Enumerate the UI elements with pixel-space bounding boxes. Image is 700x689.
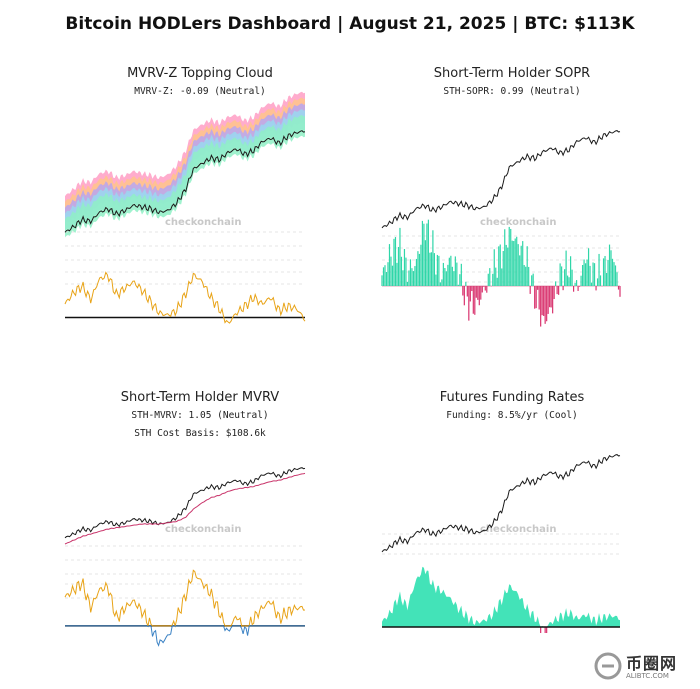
sth-cost-basis-line	[64, 472, 306, 545]
dashboard-title: Bitcoin HODLers Dashboard | August 21, 2…	[65, 14, 635, 34]
topping-cloud-band	[65, 97, 305, 218]
chart-title: MVRV-Z Topping Cloud	[127, 66, 273, 81]
chart-title: Short-Term Holder MVRV	[120, 390, 280, 405]
sth-mvrv-line-negative	[65, 625, 305, 647]
watermark: checkonchain	[165, 524, 242, 535]
watermark: checkonchain	[165, 217, 242, 228]
chart-subtitle: STH-SOPR: 0.99 (Neutral)	[443, 86, 581, 97]
chart-panel-funding: Futures Funding Rates Funding: 8.5%/yr (…	[362, 384, 662, 684]
funding-area	[382, 566, 620, 627]
price-line	[381, 454, 621, 553]
topping-cloud-band	[65, 91, 305, 211]
price-line	[381, 130, 621, 229]
chart-subtitle: MVRV-Z: -0.09 (Neutral)	[134, 86, 266, 97]
chart-plot	[64, 91, 306, 324]
chart-plot	[381, 454, 621, 633]
watermark: checkonchain	[480, 524, 557, 535]
chart-panel-sth-mvrv: Short-Term Holder MVRV STH-MVRV: 1.05 (N…	[50, 384, 350, 684]
chart-plot	[381, 130, 621, 327]
mvrv-z-line	[64, 271, 306, 324]
chart-title: Futures Funding Rates	[439, 390, 585, 405]
site-logo: 币圈网 ALIBTC.COM	[592, 648, 697, 688]
topping-cloud-band	[65, 115, 305, 238]
watermark: checkonchain	[480, 217, 557, 228]
logo-name: 币圈网	[626, 654, 678, 673]
price-line	[64, 130, 306, 233]
chart-subtitle-secondary: STH Cost Basis: $108.6k	[134, 428, 266, 439]
sth-mvrv-line-positive	[64, 569, 306, 628]
chart-title: Short-Term Holder SOPR	[433, 66, 591, 81]
logo-url: ALIBTC.COM	[626, 672, 669, 680]
chart-subtitle: STH-MVRV: 1.05 (Neutral)	[131, 410, 269, 421]
chart-subtitle: Funding: 8.5%/yr (Cool)	[446, 410, 578, 421]
price-line	[64, 467, 306, 539]
logo-icon	[594, 652, 622, 680]
topping-cloud-band	[65, 103, 305, 224]
chart-panel-mvrv-z: MVRV-Z Topping Cloud MVRV-Z: -0.09 (Neut…	[50, 60, 350, 360]
chart-plot	[64, 467, 306, 647]
chart-panel-sth-sopr: Short-Term Holder SOPR STH-SOPR: 0.99 (N…	[362, 60, 662, 360]
